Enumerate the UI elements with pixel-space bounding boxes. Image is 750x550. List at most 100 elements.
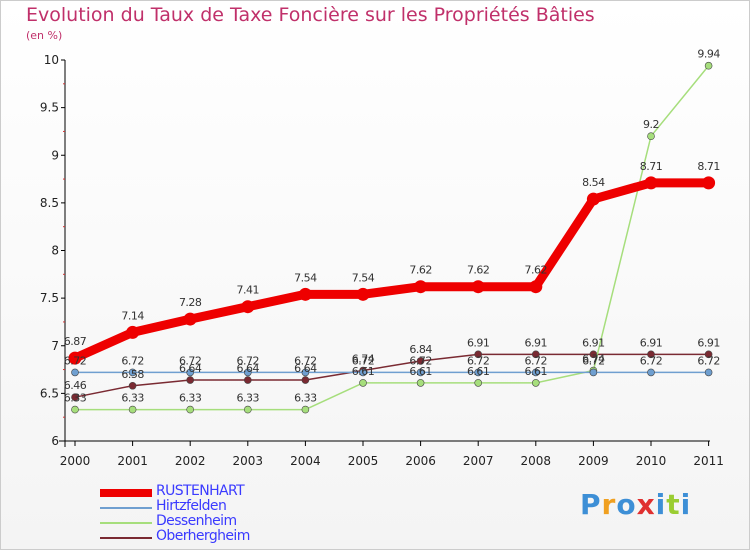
data-label: 6.46 xyxy=(64,379,87,392)
data-label: 6.74 xyxy=(582,353,605,366)
data-label: 6.72 xyxy=(121,354,144,367)
y-tick-label: 9 xyxy=(51,148,59,162)
data-label: 6.72 xyxy=(467,354,490,367)
data-point xyxy=(71,405,79,414)
data-point xyxy=(704,61,713,70)
legend-swatch xyxy=(100,522,152,524)
data-label: 7.41 xyxy=(237,284,260,297)
data-point xyxy=(414,280,428,294)
data-label: 6.91 xyxy=(525,336,548,349)
x-tick-label: 2001 xyxy=(117,454,148,468)
x-tick-label: 2009 xyxy=(578,454,609,468)
data-label: 6.72 xyxy=(179,354,202,367)
data-point xyxy=(416,379,425,387)
data-point xyxy=(71,368,79,377)
data-label: 9.2 xyxy=(643,118,659,131)
data-point xyxy=(647,368,655,377)
data-point xyxy=(128,381,137,390)
data-label: 6.33 xyxy=(179,392,202,405)
logo-letter: r xyxy=(601,488,617,521)
data-point xyxy=(186,376,194,384)
data-label: 8.54 xyxy=(582,176,605,189)
data-point xyxy=(68,351,82,365)
data-label: 7.62 xyxy=(525,264,548,277)
y-tick-label: 10 xyxy=(44,53,59,67)
data-label: 6.33 xyxy=(64,392,87,405)
data-point xyxy=(531,350,540,359)
data-label: 6.33 xyxy=(294,392,317,405)
data-label: 6.72 xyxy=(294,354,317,367)
legend-swatch xyxy=(100,489,152,497)
data-label: 6.33 xyxy=(237,392,260,405)
data-label: 6.72 xyxy=(237,354,260,367)
x-tick-label: 2006 xyxy=(405,454,436,468)
data-point xyxy=(471,280,485,294)
data-point xyxy=(128,368,137,377)
x-tick-label: 2004 xyxy=(290,454,321,468)
series-line-rustenhart xyxy=(70,178,714,363)
logo-letter: t xyxy=(666,488,681,521)
data-point xyxy=(589,368,598,377)
data-point xyxy=(704,368,713,377)
data-point xyxy=(356,287,370,301)
data-point xyxy=(244,405,252,414)
x-tick-label: 2002 xyxy=(175,454,206,468)
chart-subtitle: (en %) xyxy=(26,29,63,42)
series-line-oberhergheim xyxy=(74,353,710,398)
data-point xyxy=(301,376,310,384)
data-point xyxy=(416,368,425,377)
data-label: 9.94 xyxy=(697,48,720,61)
logo-letter: x xyxy=(636,488,656,521)
data-point xyxy=(128,405,137,414)
y-tick-label: 7 xyxy=(51,339,59,353)
data-point xyxy=(186,405,194,414)
logo-letter: P xyxy=(580,488,602,521)
data-label: 6.87 xyxy=(64,335,87,348)
legend-label: Hirtzfelden xyxy=(156,498,227,514)
legend-label: Oberhergheim xyxy=(156,528,250,544)
x-tick-label: 2008 xyxy=(521,454,552,468)
data-label: 6.64 xyxy=(237,362,260,375)
x-tick-label: 2007 xyxy=(463,454,494,468)
data-label: 6.72 xyxy=(525,354,548,367)
data-label: 7.54 xyxy=(352,271,375,284)
data-point xyxy=(359,368,367,377)
logo-letter: o xyxy=(616,488,637,521)
x-tick-label: 2011 xyxy=(693,454,724,468)
data-label: 8.71 xyxy=(640,160,663,173)
data-point xyxy=(529,280,543,294)
data-point xyxy=(474,368,483,377)
data-point xyxy=(244,376,252,384)
data-label: 6.61 xyxy=(409,365,432,378)
legend-swatch xyxy=(100,537,152,539)
data-label: 6.72 xyxy=(640,354,663,367)
data-label: 6.72 xyxy=(409,354,432,367)
data-label: 6.74 xyxy=(352,353,375,366)
data-label: 6.84 xyxy=(409,343,432,356)
data-point xyxy=(644,176,658,190)
data-label: 6.91 xyxy=(582,336,605,349)
data-label: 6.72 xyxy=(697,354,720,367)
legend-label: RUSTENHART xyxy=(156,483,245,499)
data-label: 8.71 xyxy=(697,160,720,173)
proxiti-logo: Proxiti xyxy=(580,488,691,521)
data-label: 6.61 xyxy=(352,365,375,378)
y-tick-label: 7.5 xyxy=(40,291,59,305)
data-label: 7.62 xyxy=(467,264,490,277)
data-point xyxy=(359,379,367,387)
legend-swatch xyxy=(100,507,152,509)
data-label: 7.54 xyxy=(294,271,317,284)
y-tick-label: 6 xyxy=(51,434,59,448)
legend-label: Dessenheim xyxy=(156,513,237,529)
data-label: 6.33 xyxy=(121,392,144,405)
data-point xyxy=(71,393,79,401)
data-point xyxy=(416,357,425,365)
logo-letter: i xyxy=(655,488,667,521)
data-label: 7.14 xyxy=(121,309,144,322)
data-label: 6.61 xyxy=(525,365,548,378)
y-tick-label: 9.5 xyxy=(40,101,59,115)
data-label: 6.64 xyxy=(294,362,317,375)
x-tick-label: 2005 xyxy=(348,454,379,468)
data-label: 6.91 xyxy=(640,336,663,349)
